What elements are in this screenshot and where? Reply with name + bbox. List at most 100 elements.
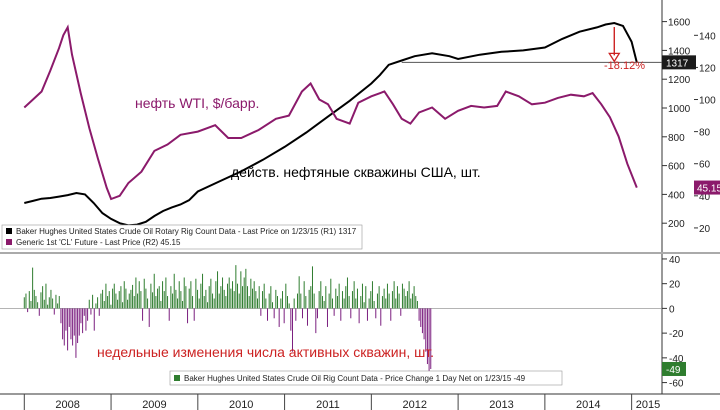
weekly-change-bar [277, 296, 279, 309]
weekly-change-bar [265, 298, 267, 309]
weekly-change-bar [260, 308, 262, 316]
weekly-change-bar [142, 308, 144, 321]
weekly-change-bar [153, 273, 155, 309]
x-tick-label: 2014 [576, 399, 600, 410]
weekly-change-bar [358, 308, 360, 324]
weekly-change-bar [145, 288, 147, 309]
weekly-change-bar [242, 286, 244, 309]
weekly-change-bar [43, 299, 45, 309]
weekly-change-bar [32, 267, 34, 309]
weekly-change-bar [127, 299, 129, 309]
weekly-change-bar [333, 308, 335, 316]
weekly-change-bar [336, 296, 338, 309]
weekly-change-bar [298, 276, 300, 309]
weekly-change-bar [183, 277, 185, 309]
weekly-change-bar [187, 308, 189, 324]
weekly-change-bar [328, 293, 330, 309]
weekly-change-bar [62, 308, 64, 340]
bottom-panel [0, 254, 662, 394]
weekly-change-bar [291, 308, 293, 352]
weekly-change-bar [162, 281, 164, 309]
weekly-change-bar [143, 278, 145, 309]
weekly-change-bar [396, 286, 398, 309]
weekly-change-bar [250, 278, 252, 309]
weekly-change-bar [173, 273, 175, 309]
weekly-change-bar [370, 291, 372, 309]
weekly-change-bar [393, 281, 395, 309]
weekly-change-bar [426, 308, 428, 365]
weekly-change-bar [38, 308, 40, 316]
weekly-change-bar [320, 281, 322, 309]
weekly-change-bar [233, 291, 235, 309]
weekly-change-bar [130, 289, 132, 309]
weekly-change-bar [331, 298, 333, 309]
weekly-change-bar [225, 296, 227, 309]
bars-axis-tick-label: -40 [669, 354, 684, 365]
weekly-change-bar [385, 298, 387, 309]
weekly-change-bar [198, 298, 200, 309]
weekly-change-bar [67, 308, 69, 351]
weekly-change-bar [192, 296, 194, 309]
weekly-change-bar [376, 293, 378, 309]
weekly-change-bar [341, 291, 343, 309]
weekly-change-bar [42, 286, 44, 309]
x-tick-label: 2015 [636, 399, 660, 410]
weekly-change-bar [285, 283, 287, 309]
weekly-change-bar [257, 298, 259, 309]
weekly-change-bar [428, 308, 430, 383]
weekly-change-bar [178, 281, 180, 309]
weekly-change-bar [398, 293, 400, 309]
top-legend: Baker Hughes United States Crude Oil Rot… [1, 224, 363, 250]
bottom-axis-ticks: -60 -40 -20 0 20 40 [662, 255, 684, 390]
weekly-change-bar [132, 284, 134, 309]
weekly-change-bar [63, 308, 65, 346]
weekly-change-bar [288, 303, 290, 309]
weekly-change-bar [406, 291, 408, 309]
weekly-change-bar [68, 308, 70, 327]
outer-axis-tick-label: 600 [668, 162, 685, 173]
weekly-change-bar [272, 302, 274, 309]
outer-axis-tick-label: 200 [668, 219, 685, 230]
weekly-change-bar [363, 302, 365, 309]
bottom-legend: Baker Hughes United States Crude Oil Rig… [169, 370, 563, 386]
weekly-change-bar [150, 283, 152, 309]
weekly-change-bar [215, 281, 217, 309]
weekly-change-bar [108, 291, 110, 309]
weekly-change-bar [73, 308, 75, 336]
weekly-change-bar [281, 291, 283, 309]
weekly-change-bar [368, 298, 370, 309]
weekly-change-bar [35, 296, 37, 309]
weekly-change-bar [365, 286, 367, 309]
weekly-change-bar [335, 288, 337, 309]
weekly-change-bar [218, 293, 220, 309]
weekly-change-bar [77, 308, 79, 344]
weekly-change-bar [283, 308, 285, 324]
weekly-change-bar [413, 286, 415, 309]
weekly-change-bar [303, 281, 305, 309]
weekly-change-bar [313, 293, 315, 309]
weekly-change-bar [200, 283, 202, 309]
weekly-change-bar [403, 288, 405, 309]
weekly-change-bar [195, 278, 197, 309]
weekly-change-bar [47, 304, 49, 309]
weekly-change-bar [325, 286, 327, 309]
weekly-change-bar [78, 308, 80, 336]
weekly-change-bar [70, 308, 72, 340]
weekly-change-bar [248, 296, 250, 309]
weekly-change-bar [253, 281, 255, 309]
weekly-change-bar [148, 308, 150, 327]
outer-axis-tick-label: 1400 [668, 46, 691, 57]
weekly-change-bar [155, 296, 157, 309]
inner-axis-tick-label: 20 [699, 224, 711, 235]
weekly-change-bar [188, 288, 190, 309]
weekly-change-bar [366, 308, 368, 321]
weekly-change-bar [190, 281, 192, 309]
rig-label: действ. нефтяные скважины США, шт. [231, 164, 481, 180]
weekly-change-bar [57, 303, 59, 309]
weekly-change-bar [80, 308, 82, 324]
weekly-change-bar [163, 291, 165, 309]
weekly-change-bar [410, 298, 412, 309]
weekly-change-bar [316, 308, 318, 319]
oil-legend-swatch [6, 239, 12, 245]
